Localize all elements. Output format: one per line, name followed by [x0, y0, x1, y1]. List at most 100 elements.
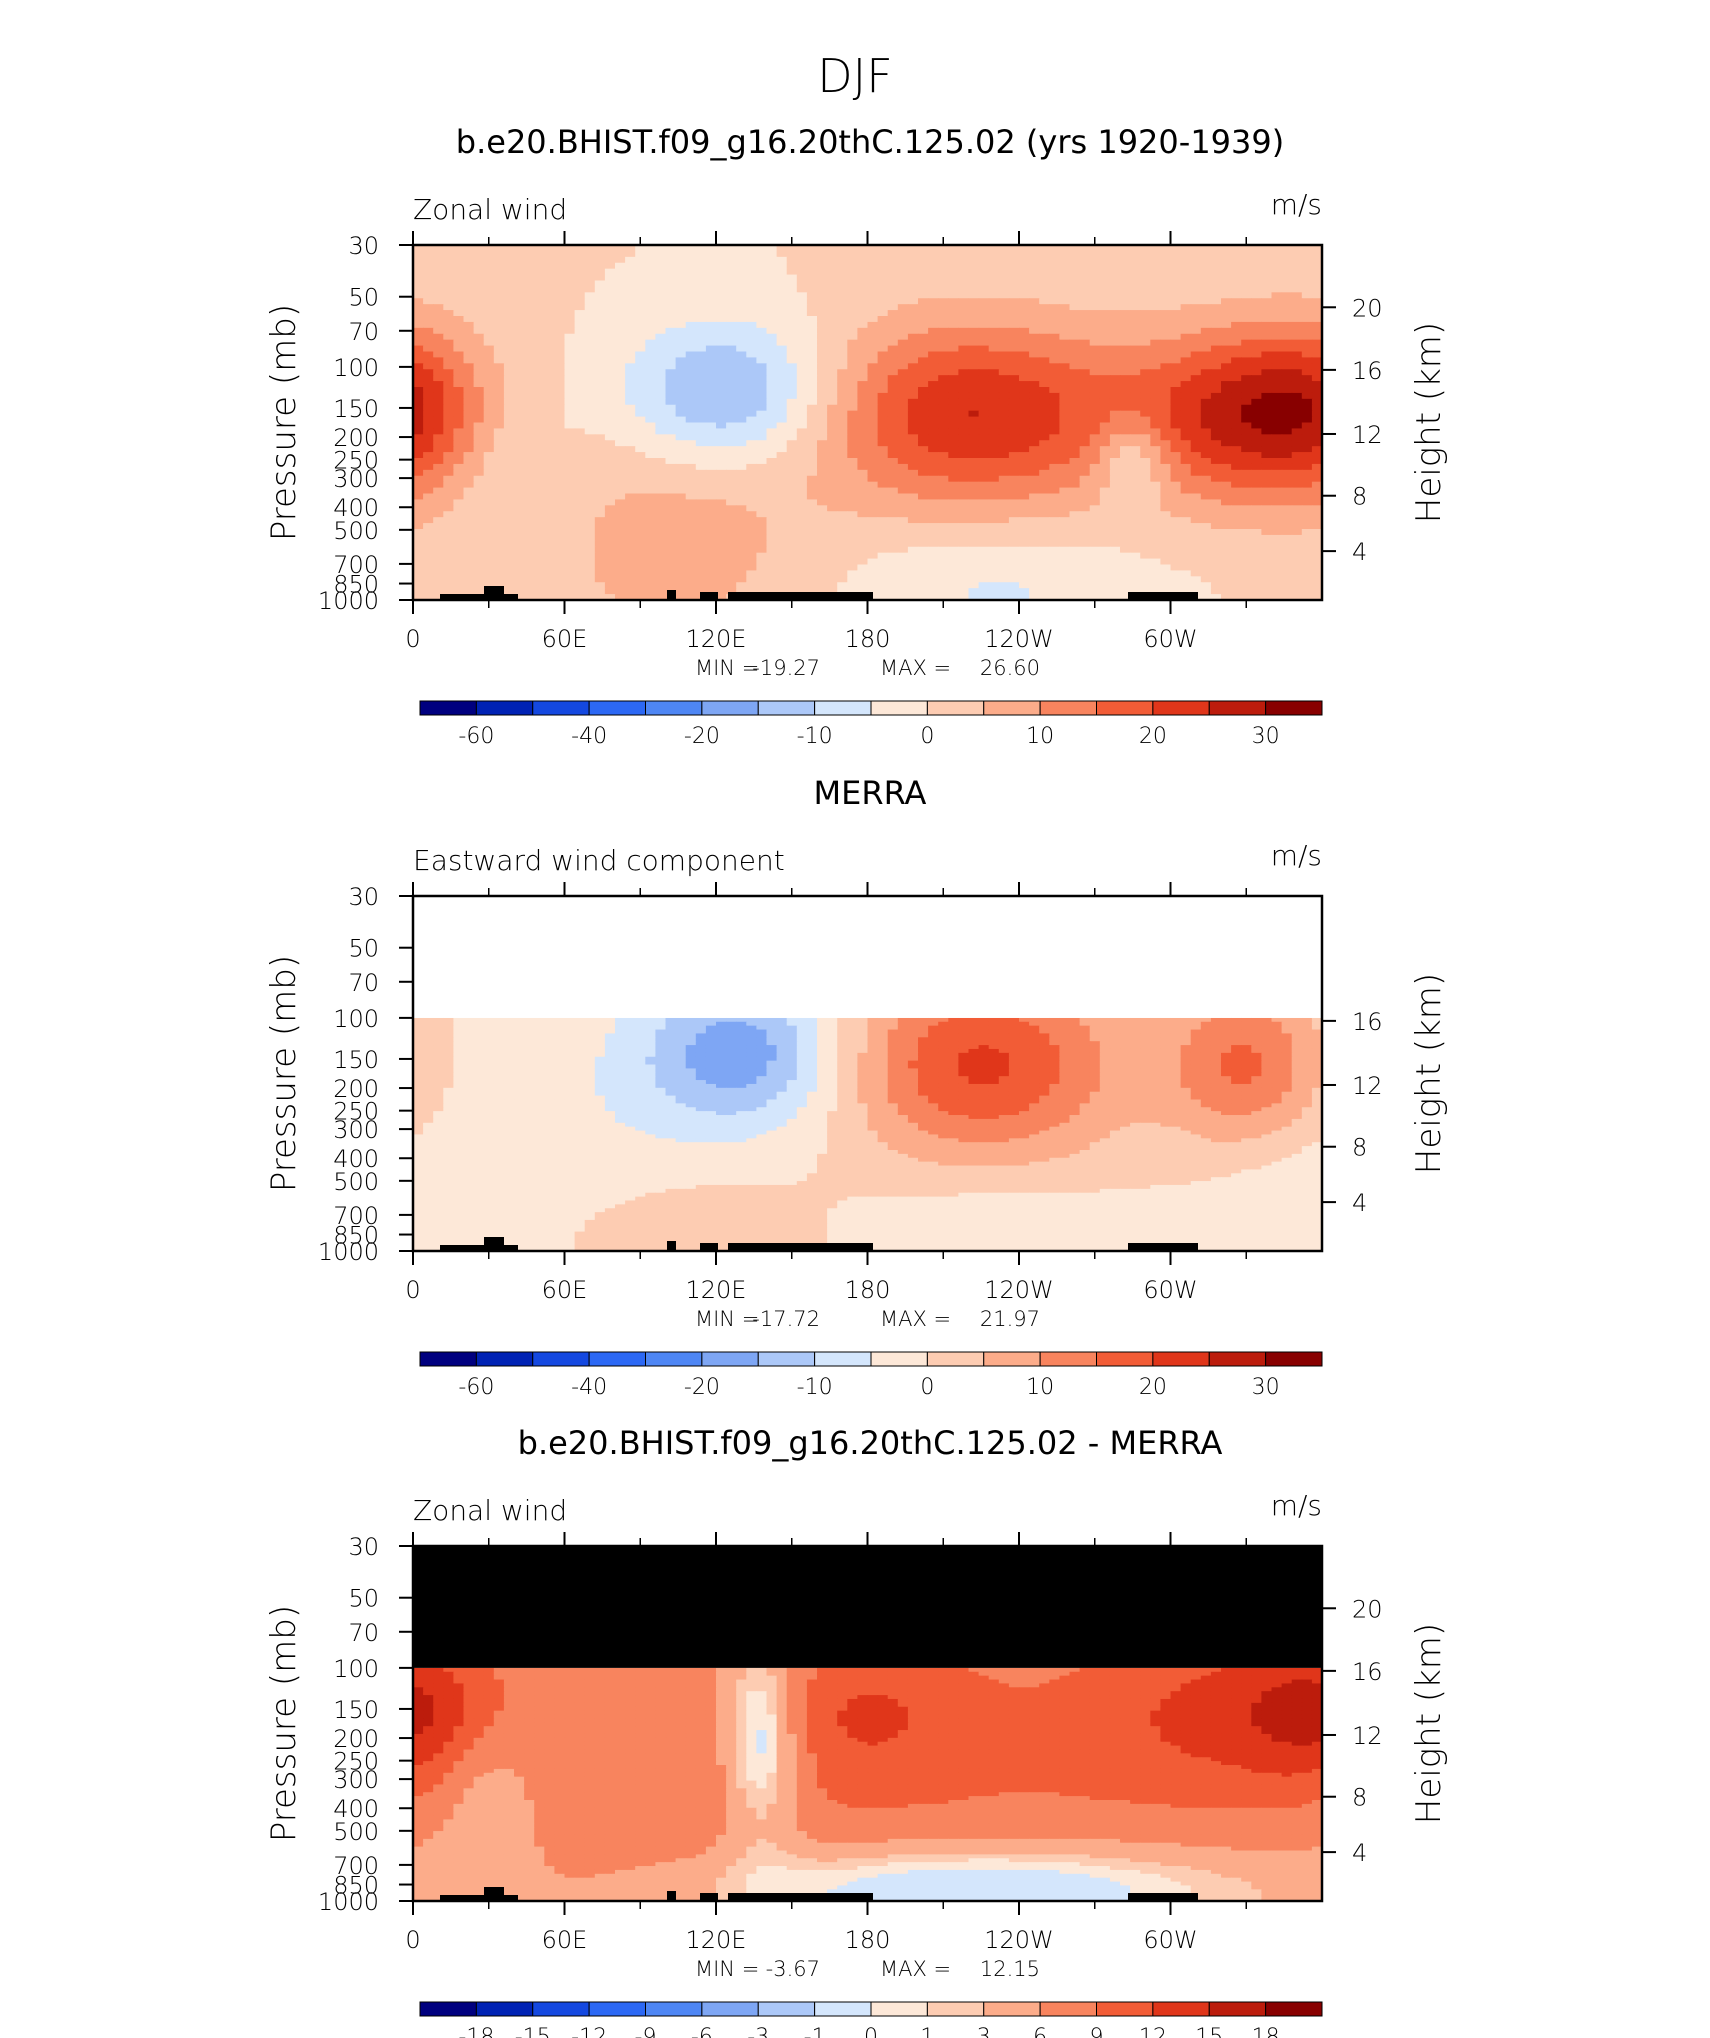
- field-cell: [1291, 375, 1303, 382]
- field-cell: [524, 446, 535, 453]
- field-cell: [1059, 540, 1071, 548]
- field-cell: [1120, 523, 1131, 530]
- field-cell: [1261, 558, 1273, 566]
- field-cell: [463, 321, 475, 329]
- field-cell: [1291, 523, 1303, 530]
- field-cell: [837, 304, 848, 311]
- field-cell: [928, 546, 939, 554]
- field-cell: [413, 410, 424, 418]
- field-cell: [1120, 398, 1131, 406]
- field-cell: [503, 422, 515, 430]
- field-cell: [1059, 387, 1071, 394]
- field-cell: [736, 387, 747, 394]
- field-cell: [1069, 499, 1081, 506]
- field-cell: [685, 298, 697, 305]
- field-cell: [453, 529, 465, 536]
- field-cell: [1049, 446, 1060, 453]
- field-cell: [726, 357, 737, 364]
- field-cell: [736, 428, 747, 435]
- field-cell: [1301, 286, 1313, 293]
- field-cell: [645, 475, 656, 483]
- field-cell: [837, 369, 848, 376]
- field-cell: [1281, 304, 1293, 311]
- field-cell: [1059, 327, 1071, 335]
- field-cell: [665, 558, 677, 566]
- field-cell: [1311, 333, 1323, 341]
- field-cell: [1059, 434, 1071, 441]
- field-cell: [1150, 428, 1161, 435]
- field-cell: [1271, 499, 1283, 506]
- field-cell: [493, 481, 505, 489]
- field-cell: [948, 286, 959, 293]
- field-cell: [938, 398, 949, 406]
- field-cell: [837, 345, 848, 353]
- field-cell: [665, 422, 677, 430]
- field-cell: [1039, 256, 1050, 264]
- field-cell: [736, 540, 747, 548]
- field-cell: [1069, 298, 1081, 305]
- field-cell: [625, 523, 636, 530]
- field-cell: [685, 245, 697, 252]
- field-cell: [604, 369, 616, 376]
- field-cell: [1190, 517, 1202, 524]
- field-cell: [1210, 310, 1222, 317]
- field-cell: [645, 410, 656, 418]
- field-cell: [1251, 493, 1262, 501]
- field-cell: [1251, 262, 1262, 270]
- field-cell: [837, 446, 848, 453]
- field-cell: [1008, 345, 1020, 353]
- field-cell: [473, 304, 485, 311]
- field-cell: [615, 570, 626, 577]
- field-cell: [1210, 304, 1222, 311]
- field-cell: [746, 387, 757, 394]
- field-cell: [1261, 387, 1273, 394]
- field-cell: [1079, 434, 1091, 441]
- field-cell: [756, 262, 768, 270]
- field-cell: [776, 511, 788, 518]
- field-cell: [716, 245, 727, 252]
- field-cell: [665, 416, 677, 424]
- field-cell: [675, 327, 687, 335]
- field-cell: [1180, 529, 1192, 536]
- field-cell: [766, 469, 778, 477]
- field-cell: [453, 440, 465, 447]
- field-cell: [423, 540, 434, 548]
- field-cell: [1210, 404, 1222, 412]
- field-cell: [1109, 268, 1121, 276]
- field-cell: [453, 381, 465, 388]
- field-cell: [928, 475, 939, 483]
- field-cell: [413, 316, 424, 323]
- field-cell: [463, 245, 475, 252]
- field-cell: [988, 280, 1000, 288]
- field-cell: [1049, 422, 1060, 430]
- field-cell: [1311, 511, 1323, 518]
- field-cell: [918, 256, 929, 264]
- field-cell: [1271, 298, 1283, 305]
- field-cell: [1109, 304, 1121, 311]
- field-cell: [786, 404, 798, 412]
- field-cell: [897, 452, 909, 459]
- field-cell: [524, 499, 535, 506]
- field-cell: [918, 446, 929, 453]
- field-cell: [433, 292, 444, 299]
- field-cell: [645, 534, 656, 542]
- field-cell: [1170, 446, 1182, 453]
- field-cell: [1140, 410, 1151, 418]
- field-cell: [433, 310, 444, 317]
- field-cell: [574, 458, 586, 465]
- field-cell: [948, 357, 959, 364]
- field-cell: [1069, 375, 1081, 382]
- field-cell: [776, 558, 788, 566]
- field-cell: [918, 369, 929, 376]
- field-cell: [998, 534, 1010, 542]
- field-cell: [1120, 469, 1131, 477]
- field-cell: [948, 250, 959, 258]
- field-cell: [887, 256, 899, 264]
- field-cell: [837, 245, 848, 252]
- field-cell: [514, 416, 525, 424]
- field-cell: [1311, 428, 1323, 435]
- field-cell: [756, 310, 768, 317]
- field-cell: [827, 529, 838, 536]
- field-cell: [978, 404, 990, 412]
- field-cell: [625, 499, 636, 506]
